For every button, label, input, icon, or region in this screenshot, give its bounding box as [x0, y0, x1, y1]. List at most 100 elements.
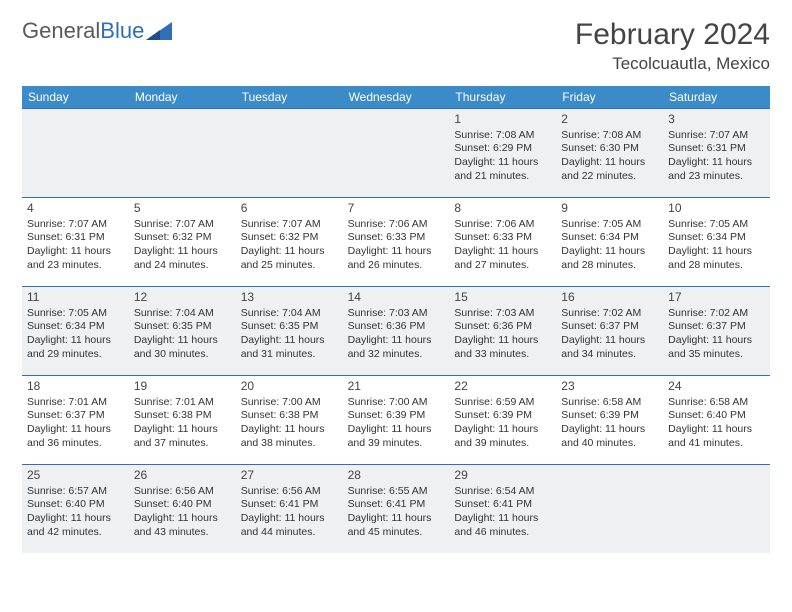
day-detail: Daylight: 11 hours and 29 minutes.: [27, 334, 124, 361]
day-detail: Daylight: 11 hours and 39 minutes.: [348, 423, 445, 450]
week-row: 4Sunrise: 7:07 AMSunset: 6:31 PMDaylight…: [22, 197, 770, 286]
day-detail: Sunset: 6:40 PM: [27, 498, 124, 512]
day-detail: Sunset: 6:33 PM: [348, 231, 445, 245]
day-detail: Sunrise: 6:58 AM: [668, 396, 765, 410]
day-cell: 14Sunrise: 7:03 AMSunset: 6:36 PMDayligh…: [343, 287, 450, 375]
day-cell: 23Sunrise: 6:58 AMSunset: 6:39 PMDayligh…: [556, 376, 663, 464]
day-cell: 21Sunrise: 7:00 AMSunset: 6:39 PMDayligh…: [343, 376, 450, 464]
week-row: 18Sunrise: 7:01 AMSunset: 6:37 PMDayligh…: [22, 375, 770, 464]
day-detail: Sunrise: 6:56 AM: [134, 485, 231, 499]
day-detail: Sunrise: 7:01 AM: [27, 396, 124, 410]
logo-word-general: General: [22, 18, 100, 43]
day-detail: Sunset: 6:34 PM: [561, 231, 658, 245]
day-number: 27: [241, 468, 338, 484]
header: GeneralBlue February 2024 Tecolcuautla, …: [22, 18, 770, 74]
day-cell: 1Sunrise: 7:08 AMSunset: 6:29 PMDaylight…: [449, 109, 556, 197]
day-cell: 3Sunrise: 7:07 AMSunset: 6:31 PMDaylight…: [663, 109, 770, 197]
day-detail: Daylight: 11 hours and 38 minutes.: [241, 423, 338, 450]
day-detail: Sunset: 6:37 PM: [561, 320, 658, 334]
day-detail: Daylight: 11 hours and 21 minutes.: [454, 156, 551, 183]
day-detail: Sunrise: 7:06 AM: [348, 218, 445, 232]
weeks-container: 1Sunrise: 7:08 AMSunset: 6:29 PMDaylight…: [22, 108, 770, 553]
day-detail: Sunset: 6:40 PM: [134, 498, 231, 512]
day-detail: Sunrise: 7:05 AM: [561, 218, 658, 232]
day-cell: 12Sunrise: 7:04 AMSunset: 6:35 PMDayligh…: [129, 287, 236, 375]
day-cell: 24Sunrise: 6:58 AMSunset: 6:40 PMDayligh…: [663, 376, 770, 464]
day-cell: 6Sunrise: 7:07 AMSunset: 6:32 PMDaylight…: [236, 198, 343, 286]
day-number: 15: [454, 290, 551, 306]
day-detail: Sunrise: 7:07 AM: [241, 218, 338, 232]
day-detail: Sunrise: 7:04 AM: [241, 307, 338, 321]
day-detail: Sunset: 6:36 PM: [348, 320, 445, 334]
day-number: 5: [134, 201, 231, 217]
weekday-header: Sunday: [22, 86, 129, 108]
day-detail: Sunrise: 7:04 AM: [134, 307, 231, 321]
day-cell: [236, 109, 343, 197]
day-cell: 7Sunrise: 7:06 AMSunset: 6:33 PMDaylight…: [343, 198, 450, 286]
weekday-header: Friday: [556, 86, 663, 108]
weekday-header: Monday: [129, 86, 236, 108]
day-detail: Daylight: 11 hours and 37 minutes.: [134, 423, 231, 450]
day-number: 17: [668, 290, 765, 306]
day-detail: Sunrise: 7:02 AM: [561, 307, 658, 321]
day-detail: Daylight: 11 hours and 39 minutes.: [454, 423, 551, 450]
day-cell: [129, 109, 236, 197]
day-detail: Sunset: 6:30 PM: [561, 142, 658, 156]
day-detail: Daylight: 11 hours and 23 minutes.: [668, 156, 765, 183]
day-number: 11: [27, 290, 124, 306]
day-detail: Daylight: 11 hours and 45 minutes.: [348, 512, 445, 539]
day-detail: Daylight: 11 hours and 35 minutes.: [668, 334, 765, 361]
day-detail: Sunset: 6:34 PM: [668, 231, 765, 245]
weekday-header: Wednesday: [343, 86, 450, 108]
day-cell: 25Sunrise: 6:57 AMSunset: 6:40 PMDayligh…: [22, 465, 129, 553]
day-cell: 10Sunrise: 7:05 AMSunset: 6:34 PMDayligh…: [663, 198, 770, 286]
day-cell: 20Sunrise: 7:00 AMSunset: 6:38 PMDayligh…: [236, 376, 343, 464]
day-detail: Sunset: 6:39 PM: [454, 409, 551, 423]
day-number: 7: [348, 201, 445, 217]
day-cell: 29Sunrise: 6:54 AMSunset: 6:41 PMDayligh…: [449, 465, 556, 553]
day-detail: Sunset: 6:35 PM: [134, 320, 231, 334]
day-cell: 22Sunrise: 6:59 AMSunset: 6:39 PMDayligh…: [449, 376, 556, 464]
day-detail: Sunset: 6:32 PM: [241, 231, 338, 245]
day-number: 20: [241, 379, 338, 395]
day-detail: Sunset: 6:37 PM: [27, 409, 124, 423]
day-number: 18: [27, 379, 124, 395]
day-detail: Sunset: 6:38 PM: [241, 409, 338, 423]
weekday-header: Saturday: [663, 86, 770, 108]
day-detail: Sunrise: 6:57 AM: [27, 485, 124, 499]
logo-word-blue: Blue: [100, 18, 144, 43]
day-detail: Sunrise: 7:03 AM: [454, 307, 551, 321]
day-detail: Daylight: 11 hours and 25 minutes.: [241, 245, 338, 272]
day-detail: Daylight: 11 hours and 34 minutes.: [561, 334, 658, 361]
day-detail: Sunset: 6:38 PM: [134, 409, 231, 423]
day-cell: 4Sunrise: 7:07 AMSunset: 6:31 PMDaylight…: [22, 198, 129, 286]
day-detail: Sunset: 6:35 PM: [241, 320, 338, 334]
day-detail: Sunrise: 7:02 AM: [668, 307, 765, 321]
week-row: 1Sunrise: 7:08 AMSunset: 6:29 PMDaylight…: [22, 108, 770, 197]
day-detail: Sunrise: 6:56 AM: [241, 485, 338, 499]
title-block: February 2024 Tecolcuautla, Mexico: [575, 18, 770, 74]
day-detail: Sunrise: 7:00 AM: [348, 396, 445, 410]
day-cell: 13Sunrise: 7:04 AMSunset: 6:35 PMDayligh…: [236, 287, 343, 375]
day-detail: Daylight: 11 hours and 32 minutes.: [348, 334, 445, 361]
day-number: 12: [134, 290, 231, 306]
day-detail: Sunrise: 7:07 AM: [668, 129, 765, 143]
day-number: 13: [241, 290, 338, 306]
logo-triangle-icon: [146, 20, 176, 42]
day-detail: Sunrise: 7:00 AM: [241, 396, 338, 410]
month-title: February 2024: [575, 18, 770, 52]
day-detail: Sunrise: 6:54 AM: [454, 485, 551, 499]
weekday-header: Tuesday: [236, 86, 343, 108]
day-detail: Sunrise: 7:01 AM: [134, 396, 231, 410]
day-cell: 8Sunrise: 7:06 AMSunset: 6:33 PMDaylight…: [449, 198, 556, 286]
day-detail: Daylight: 11 hours and 27 minutes.: [454, 245, 551, 272]
day-cell: 2Sunrise: 7:08 AMSunset: 6:30 PMDaylight…: [556, 109, 663, 197]
day-cell: 18Sunrise: 7:01 AMSunset: 6:37 PMDayligh…: [22, 376, 129, 464]
day-number: 28: [348, 468, 445, 484]
day-detail: Sunset: 6:37 PM: [668, 320, 765, 334]
day-detail: Sunset: 6:31 PM: [27, 231, 124, 245]
day-cell: [663, 465, 770, 553]
day-detail: Daylight: 11 hours and 36 minutes.: [27, 423, 124, 450]
day-cell: 15Sunrise: 7:03 AMSunset: 6:36 PMDayligh…: [449, 287, 556, 375]
day-number: 6: [241, 201, 338, 217]
